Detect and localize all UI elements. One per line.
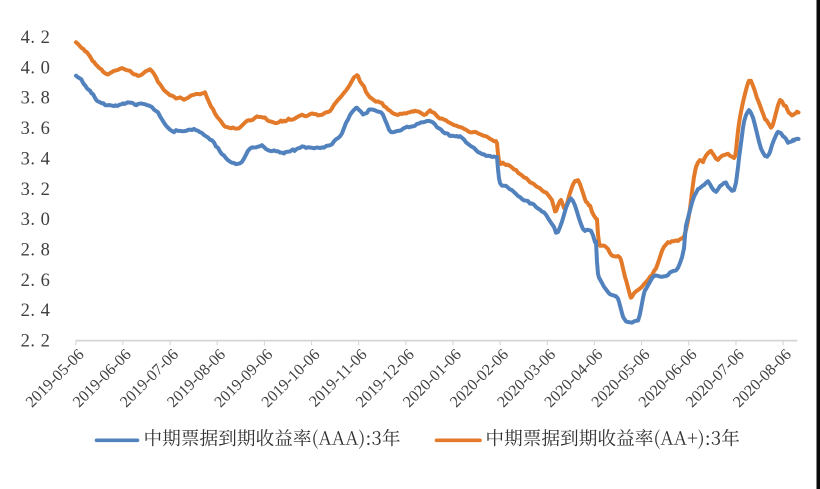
svg-text:2. 4: 2. 4 xyxy=(21,301,51,321)
svg-text:4. 0: 4. 0 xyxy=(21,58,51,78)
svg-text:3. 0: 3. 0 xyxy=(21,210,51,230)
svg-text:4. 2: 4. 2 xyxy=(21,28,51,48)
svg-text:2. 8: 2. 8 xyxy=(21,241,51,261)
svg-text:3. 2: 3. 2 xyxy=(21,180,51,200)
svg-text:3. 8: 3. 8 xyxy=(21,89,51,109)
svg-text:2. 6: 2. 6 xyxy=(21,271,51,291)
svg-text:2. 2: 2. 2 xyxy=(21,332,51,352)
svg-text:3. 4: 3. 4 xyxy=(21,149,51,169)
svg-text:3. 6: 3. 6 xyxy=(21,119,51,139)
